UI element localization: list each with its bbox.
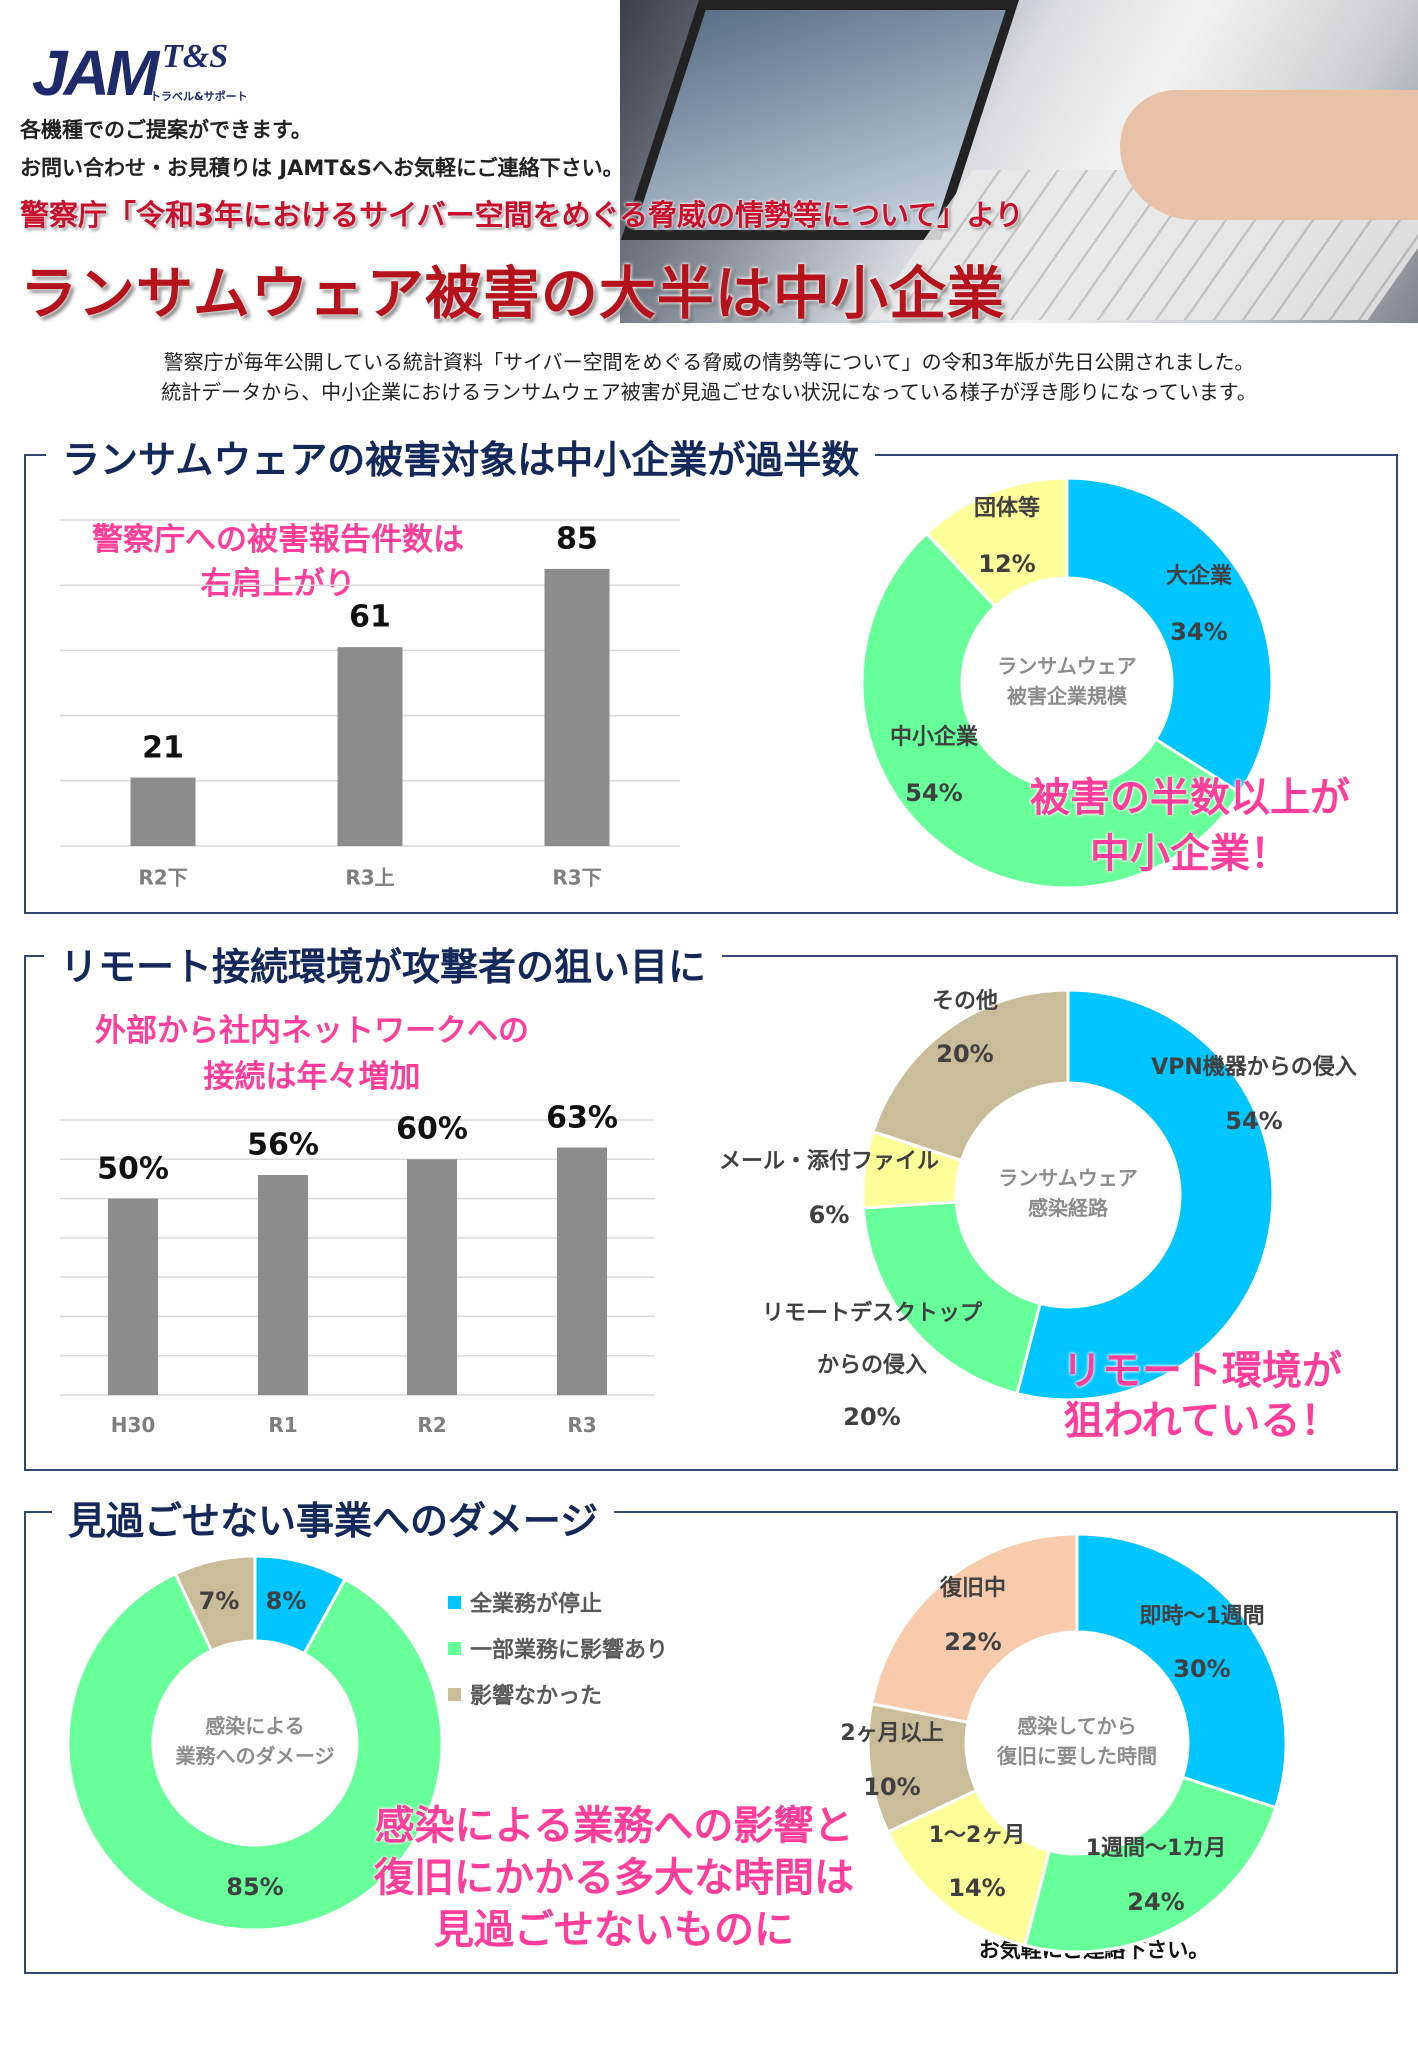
donut-slice-value: 22% — [944, 1628, 1002, 1656]
donut-slice-1 — [66, 1571, 444, 1932]
bar-value-label: 63% — [546, 1100, 618, 1135]
donut-slice-label: 復旧中 — [939, 1576, 1007, 1601]
donut-chart-1 — [860, 476, 1274, 890]
donut-slice-value: 85% — [226, 1873, 284, 1901]
bar-category-label: R3下 — [552, 865, 602, 890]
donut-slice-label: 団体等 — [973, 496, 1041, 521]
donut-chart-3 — [861, 988, 1275, 1402]
bar-category-label: R3 — [567, 1413, 597, 1437]
intro-line-2: 統計データから、中小企業におけるランサムウェア被害が見過ごせない状況になっている… — [161, 380, 1257, 404]
donut-slice-value: 20% — [843, 1403, 901, 1431]
donut-slice-1 — [1023, 1775, 1278, 1954]
company-logo: JAM T&S トラベル&サポート — [32, 36, 248, 110]
donut-slice-value: 7% — [198, 1587, 240, 1615]
donut-chart-4 — [66, 1554, 444, 1932]
donut-slice-value: 24% — [1127, 1888, 1185, 1916]
bar-category-label: R1 — [268, 1413, 298, 1437]
donut-slice-label: 1～2ヶ月 — [928, 1823, 1026, 1848]
donut-chart-5 — [866, 1532, 1288, 1954]
header-photo-typing — [620, 0, 1418, 323]
donut-slice-label: 中小企業 — [889, 725, 979, 750]
logo-ts: T&S — [162, 38, 229, 75]
legend-label: 一部業務に影響あり — [470, 1638, 669, 1663]
bar-value-label: 61 — [349, 599, 391, 635]
bar-R3下 — [544, 568, 610, 846]
donut-slice-value: 20% — [936, 1040, 994, 1068]
donut-slice-0 — [1015, 988, 1275, 1402]
donut-slice-value: 54% — [1225, 1107, 1283, 1135]
legend-swatch — [448, 1688, 461, 1701]
donut-center-label: ランサムウェア 感染経路 — [998, 1166, 1138, 1220]
section-2-donut-callout: リモート環境が 狙われている！ — [1062, 1348, 1342, 1444]
donut-slice-label: メール・添付ファイル — [718, 1149, 940, 1174]
section-1-title: ランサムウェアの被害対象は中小企業が過半数 — [46, 429, 876, 484]
donut-center-label: 感染による 業務へのダメージ — [175, 1714, 335, 1768]
legend-swatch — [448, 1596, 461, 1609]
logo-tagline: トラベル&サポート — [150, 90, 248, 103]
bar-chart-0 — [60, 519, 680, 847]
bar-value-label: 50% — [97, 1151, 169, 1187]
donut-slice-value: 34% — [1170, 618, 1228, 646]
donut-slice-0 — [1075, 1532, 1288, 1810]
legend-swatch — [448, 1642, 461, 1655]
donut-slice-2 — [924, 476, 1069, 609]
donut-slice-label: VPN機器からの侵入 — [1151, 1055, 1357, 1080]
donut-center-label: ランサムウェア 被害企業規模 — [997, 654, 1137, 708]
bar-R2下 — [130, 777, 196, 846]
donut-slice-1 — [861, 1200, 1042, 1396]
donut-slice-4 — [869, 1532, 1079, 1724]
donut-slice-value: 6% — [808, 1201, 850, 1229]
bar-category-label: R2 — [417, 1413, 447, 1437]
donut-slice-label: 大企業 — [1165, 564, 1233, 589]
bar-category-label: R3上 — [345, 865, 395, 890]
donut-slice-0 — [1065, 476, 1274, 795]
donut-slice-value: 10% — [863, 1773, 921, 1801]
header-line-1: 各機種でのご提案ができます。 — [20, 118, 312, 142]
intro-line-1: 警察庁が毎年公開している統計資料「サイバー空間をめぐる脅威の情勢等について」の令… — [163, 350, 1255, 374]
section-3-box — [24, 1511, 1398, 1974]
donut-slice-value: 12% — [978, 550, 1036, 578]
donut-slice-label: その他 — [931, 989, 999, 1014]
legend-label: 影響なかった — [470, 1684, 603, 1709]
section-3-callout: 感染による業務への影響と 復旧にかかる多大な時間は 見過ごせないものに — [374, 1803, 854, 1953]
donut-slice-label: 1週間～1カ月 — [1085, 1836, 1227, 1861]
donut-slice-label: リモートデスクトップ からの侵入 — [761, 1301, 983, 1378]
bar-category-label: H30 — [110, 1413, 156, 1437]
bar-value-label: 85 — [556, 521, 598, 557]
logo-jam: JAM — [32, 37, 159, 109]
donut-slice-2 — [173, 1554, 257, 1653]
bar-R1 — [258, 1175, 308, 1395]
donut-slice-label: 即時～1週間 — [1139, 1604, 1265, 1629]
donut-slice-value: 8% — [265, 1587, 307, 1615]
section-1-donut-callout: 被害の半数以上が 中小企業！ — [1030, 775, 1350, 877]
legend-label: 全業務が停止 — [470, 1592, 603, 1617]
donut-slice-value: 54% — [905, 779, 963, 807]
bar-H30 — [108, 1198, 158, 1395]
header-subtitle: 警察庁「令和3年におけるサイバー空間をめぐる脅威の情勢等について」より — [20, 198, 1024, 232]
page-title: ランサムウェア被害の大半は中小企業 — [20, 261, 1005, 327]
bar-R3上 — [337, 647, 403, 846]
section-2-title: リモート接続環境が攻撃者の狙い目に — [44, 936, 723, 991]
donut-center-label: 感染してから 復旧に要した時間 — [997, 1714, 1157, 1768]
section-1-bar-callout: 警察庁への被害報告件数は 右肩上がり — [92, 522, 464, 602]
donut-slice-3 — [871, 988, 1070, 1163]
bar-value-label: 21 — [142, 730, 184, 766]
bar-chart-2 — [60, 1119, 655, 1396]
bar-category-label: R2下 — [138, 865, 188, 890]
donut-slice-value: 30% — [1173, 1655, 1231, 1683]
bar-R2 — [407, 1159, 457, 1395]
donut-slice-value: 14% — [948, 1874, 1006, 1902]
section-3-title: 見過ごせない事業へのダメージ — [52, 1490, 615, 1545]
bar-value-label: 60% — [396, 1111, 468, 1147]
bar-R3 — [557, 1147, 607, 1395]
donut-slice-1 — [860, 531, 1243, 890]
bar-value-label: 56% — [247, 1127, 319, 1163]
donut-slice-label: 2ヶ月以上 — [840, 1721, 944, 1746]
section-2-bar-callout: 外部から社内ネットワークへの 接続は年々増加 — [95, 1013, 529, 1095]
header-line-2: お問い合わせ・お見積りは JAMT&Sへお気軽にご連絡下さい。 — [20, 156, 624, 180]
hand-image — [1120, 90, 1418, 220]
